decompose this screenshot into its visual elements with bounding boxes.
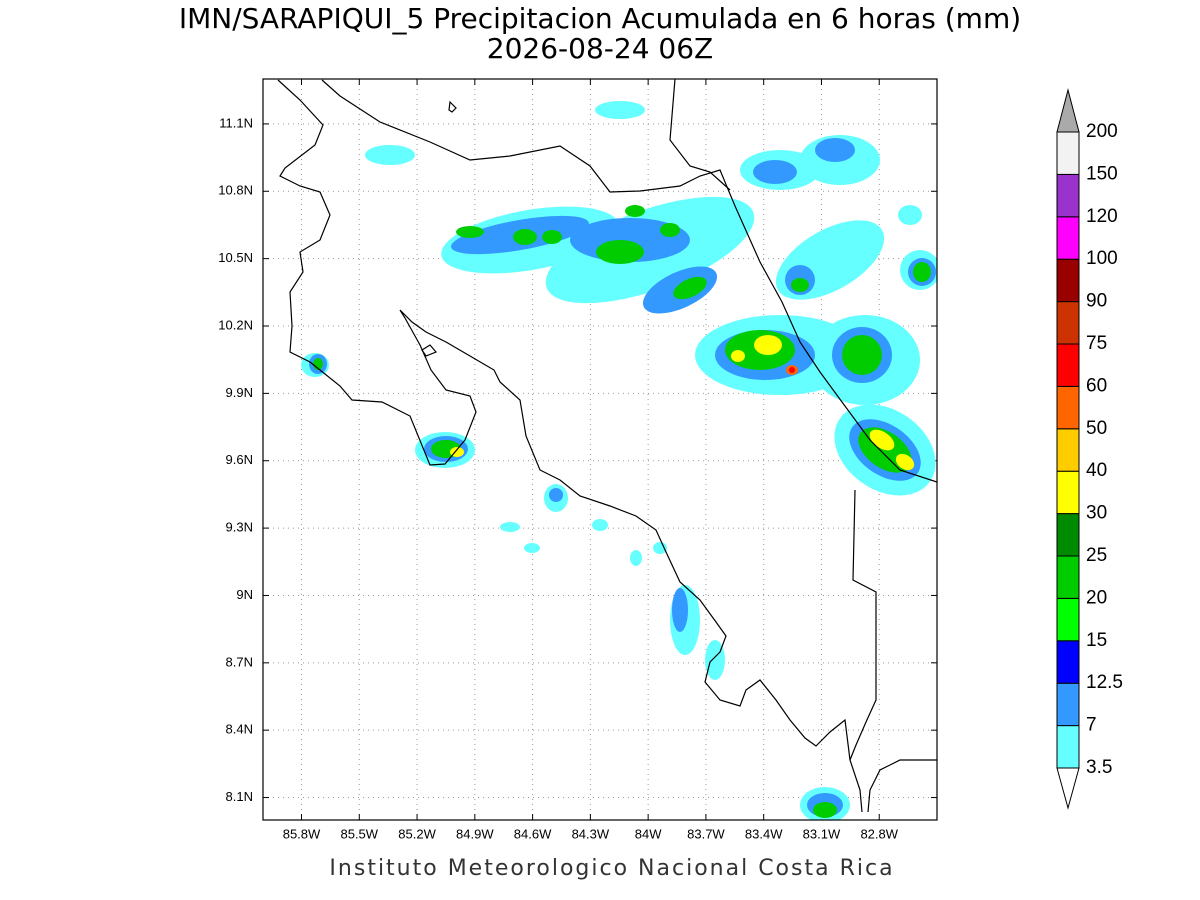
colorbar-box bbox=[1056, 131, 1080, 175]
colorbar-label: 20 bbox=[1086, 587, 1107, 608]
y-tick-label: 8.4N bbox=[226, 722, 253, 737]
island bbox=[448, 100, 457, 113]
colorbar-box bbox=[1056, 385, 1080, 430]
x-tick-label: 84.3W bbox=[572, 826, 610, 841]
colorbar-label: 15 bbox=[1086, 630, 1107, 651]
colorbar-box bbox=[1056, 173, 1080, 218]
colorbar-above bbox=[1056, 88, 1080, 133]
colorbar-label: 200 bbox=[1086, 121, 1118, 142]
colorbar-box bbox=[1056, 725, 1080, 769]
x-tick-label: 85.8W bbox=[283, 826, 321, 841]
coastlines bbox=[277, 79, 937, 813]
x-tick-label: 82.8W bbox=[860, 826, 898, 841]
colorbar-label: 40 bbox=[1086, 460, 1107, 481]
caribbean-coast bbox=[321, 79, 937, 483]
colorbar-box bbox=[1056, 258, 1080, 303]
colorbar-label: 12.5 bbox=[1086, 672, 1123, 693]
colorbar-box bbox=[1056, 597, 1080, 642]
colorbar-label: 30 bbox=[1086, 503, 1107, 524]
colorbar-below bbox=[1056, 767, 1080, 810]
colorbar-label: 3.5 bbox=[1086, 757, 1112, 778]
panama-coast bbox=[867, 759, 937, 813]
colorbar-box bbox=[1056, 640, 1080, 684]
colorbar-box bbox=[1056, 682, 1080, 727]
y-tick-label: 10.5N bbox=[218, 250, 253, 265]
y-tick-label: 9.6N bbox=[226, 452, 253, 467]
border bbox=[849, 489, 877, 761]
colorbar-label: 120 bbox=[1086, 206, 1118, 227]
x-tick-label: 84.6W bbox=[514, 826, 552, 841]
y-tick-label: 9.3N bbox=[226, 520, 253, 535]
colorbar-box bbox=[1056, 343, 1080, 387]
x-tick-label: 85.5W bbox=[340, 826, 378, 841]
colorbar-label: 150 bbox=[1086, 163, 1118, 184]
x-tick-label: 83.1W bbox=[803, 826, 841, 841]
x-tick-label: 84W bbox=[635, 826, 662, 841]
border bbox=[669, 79, 731, 191]
x-tick-label: 85.2W bbox=[398, 826, 436, 841]
colorbar-label: 25 bbox=[1086, 545, 1107, 566]
colorbar-box bbox=[1056, 513, 1080, 557]
x-tick-label: 83.4W bbox=[745, 826, 783, 841]
y-tick-label: 10.8N bbox=[218, 183, 253, 198]
y-tick-label: 10.2N bbox=[218, 317, 253, 332]
precip-field bbox=[301, 101, 937, 820]
precip-area bbox=[789, 367, 795, 373]
map-frame bbox=[262, 78, 938, 821]
island bbox=[421, 344, 438, 357]
y-tick-label: 8.7N bbox=[226, 654, 253, 669]
x-tick-label: 83.7W bbox=[687, 826, 725, 841]
colorbar-label: 100 bbox=[1086, 248, 1118, 269]
grid bbox=[263, 79, 937, 820]
colorbar-box bbox=[1056, 428, 1080, 472]
pacific-coast bbox=[277, 79, 863, 813]
colorbar-label: 75 bbox=[1086, 333, 1107, 354]
colorbar-label: 90 bbox=[1086, 291, 1107, 312]
y-tick-label: 9.9N bbox=[226, 385, 253, 400]
colorbar-label: 60 bbox=[1086, 375, 1107, 396]
colorbar-box bbox=[1056, 555, 1080, 599]
y-tick-label: 9N bbox=[236, 587, 253, 602]
date: 2026-08-24 06Z bbox=[487, 32, 713, 65]
y-tick-label: 11.1N bbox=[219, 115, 253, 130]
x-tick-label: 84.9W bbox=[456, 826, 494, 841]
colorbar-box bbox=[1056, 301, 1080, 345]
footer: Instituto Meteorologico Nacional Costa R… bbox=[329, 856, 894, 881]
colorbar-label: 50 bbox=[1086, 418, 1107, 439]
colorbar: 3.5 7 12.5 15 20 25 30 40 50 60 75 90 100 120 150 200 bbox=[1056, 88, 1123, 810]
colorbar-box bbox=[1056, 470, 1080, 515]
title: IMN/SARAPIQUI_5 Precipitacion Acumulada … bbox=[179, 2, 1021, 35]
y-tick-label: 8.1N bbox=[226, 789, 253, 804]
colorbar-box bbox=[1056, 216, 1080, 260]
colorbar-label: 7 bbox=[1086, 715, 1097, 736]
